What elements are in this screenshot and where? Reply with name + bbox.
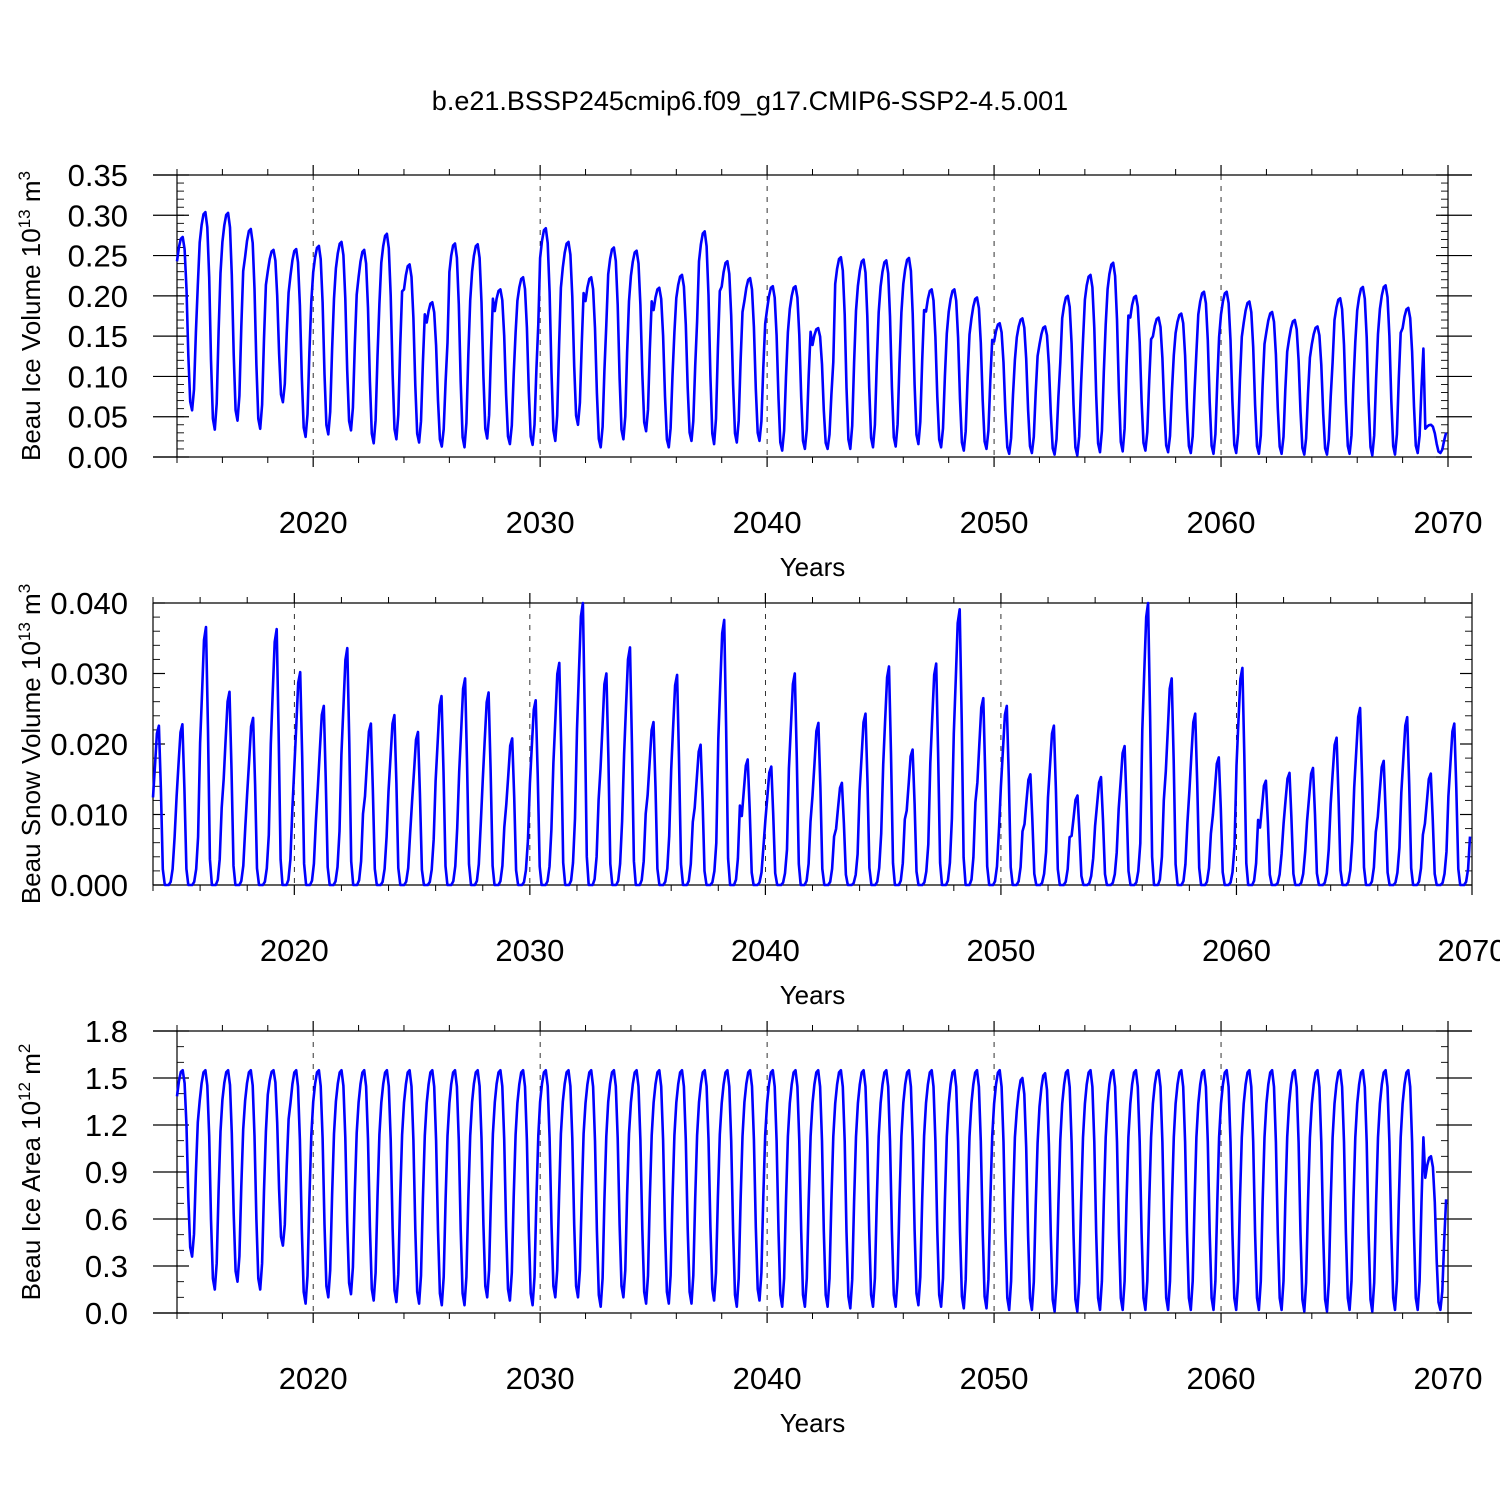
x-tick-label: 2060 bbox=[1187, 505, 1256, 540]
x-tick-label: 2030 bbox=[506, 505, 575, 540]
y-tick-label: 1.5 bbox=[85, 1061, 128, 1096]
x-tick-label: 2070 bbox=[1414, 1361, 1483, 1396]
y-axis-label: Beau Snow Volume 1013 m3 bbox=[15, 584, 46, 904]
y-tick-label: 0.15 bbox=[68, 319, 128, 354]
y-tick-label: 0.030 bbox=[50, 657, 128, 692]
y-tick-label: 1.8 bbox=[85, 1014, 128, 1049]
x-tick-label: 2040 bbox=[733, 505, 802, 540]
x-tick-label: 2050 bbox=[966, 933, 1035, 968]
x-axis-label: Years bbox=[780, 552, 846, 582]
y-tick-label: 0.20 bbox=[68, 279, 128, 314]
y-tick-label: 0.05 bbox=[68, 400, 128, 435]
x-tick-label: 2040 bbox=[731, 933, 800, 968]
x-axis-label: Years bbox=[780, 1408, 846, 1438]
x-tick-label: 2060 bbox=[1187, 1361, 1256, 1396]
x-tick-label: 2020 bbox=[260, 933, 329, 968]
y-tick-label: 0.010 bbox=[50, 798, 128, 833]
x-tick-label: 2020 bbox=[279, 1361, 348, 1396]
y-tick-label: 0.000 bbox=[50, 868, 128, 903]
y-tick-label: 1.2 bbox=[85, 1108, 128, 1143]
x-tick-label: 2050 bbox=[960, 1361, 1029, 1396]
x-tick-label: 2030 bbox=[506, 1361, 575, 1396]
series-line-ice-area bbox=[175, 1068, 1448, 1313]
y-tick-label: 0.040 bbox=[50, 586, 128, 621]
x-tick-label: 2030 bbox=[495, 933, 564, 968]
y-tick-label: 0.35 bbox=[68, 158, 128, 193]
y-tick-label: 0.00 bbox=[68, 440, 128, 475]
y-tick-label: 0.25 bbox=[68, 239, 128, 274]
panel-ice-volume: 0.00 0.05 0.10 0.15 0.20 0.25 0.30 0.35 2020 2030… bbox=[15, 158, 1482, 582]
y-axis-label: Beau Ice Area 1012 m2 bbox=[15, 1044, 46, 1301]
x-tick-label: 2070 bbox=[1414, 505, 1483, 540]
x-axis-label: Years bbox=[780, 980, 846, 1010]
y-tick-label: 0.3 bbox=[85, 1249, 128, 1284]
panel-ice-area: 0.0 0.3 0.6 0.9 1.2 1.5 1.8 2020 2030 2040 2050 206… bbox=[15, 1014, 1482, 1438]
x-tick-label: 2050 bbox=[960, 505, 1029, 540]
y-tick-label: 0.6 bbox=[85, 1202, 128, 1237]
x-tick-label: 2070 bbox=[1438, 933, 1500, 968]
y-axis-label: Beau Ice Volume 1013 m3 bbox=[15, 171, 46, 461]
x-tick-label: 2020 bbox=[279, 505, 348, 540]
y-tick-label: 0.020 bbox=[50, 727, 128, 762]
x-tick-label: 2040 bbox=[733, 1361, 802, 1396]
series-line-snow-volume bbox=[151, 601, 1472, 887]
y-tick-label: 0.0 bbox=[85, 1296, 128, 1331]
y-tick-label: 0.9 bbox=[85, 1155, 128, 1190]
series-line-ice-volume bbox=[175, 210, 1448, 457]
y-tick-label: 0.10 bbox=[68, 359, 128, 394]
x-tick-label: 2060 bbox=[1202, 933, 1271, 968]
chart-title: b.e21.BSSP245cmip6.f09_g17.CMIP6-SSP2-4.… bbox=[431, 86, 1069, 116]
panel-snow-volume: 0.000 0.010 0.020 0.030 0.040 2020 2030 2040 205… bbox=[15, 584, 1500, 1010]
y-tick-label: 0.30 bbox=[68, 198, 128, 233]
